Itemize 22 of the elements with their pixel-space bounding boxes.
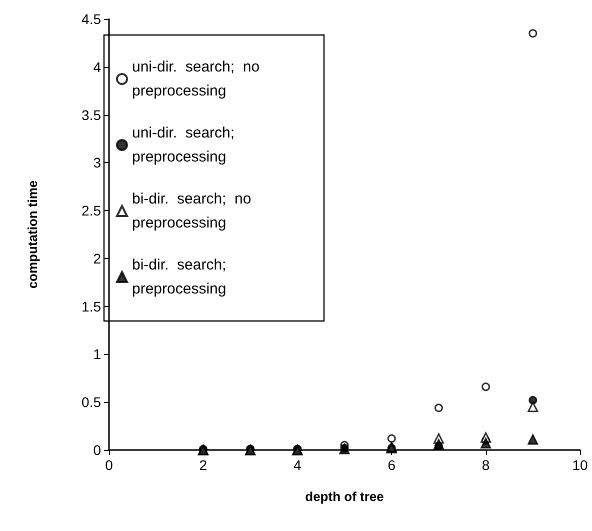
x-tick-label: 10 — [572, 457, 588, 473]
y-tick-label: 0.5 — [82, 394, 102, 410]
legend-label: uni-dir. search; preprocessing — [132, 124, 239, 166]
legend-label: bi-dir. search; preprocessing — [132, 256, 230, 298]
y-tick-label: 3.5 — [82, 106, 102, 123]
x-axis-title: depth of tree — [305, 489, 384, 504]
y-tick-label: 1.5 — [82, 298, 102, 314]
x-tick-label: 8 — [482, 457, 490, 473]
y-tick-label: 4 — [93, 58, 102, 75]
y-tick-label: 1 — [93, 346, 102, 362]
x-tick-label: 0 — [105, 457, 114, 473]
x-tick-label: 4 — [294, 457, 302, 473]
x-tick-label: 2 — [199, 457, 208, 473]
y-tick-label: 2.5 — [82, 202, 102, 219]
y-tick-label: 3 — [93, 154, 102, 171]
y-axis-title: computation time — [25, 180, 40, 289]
legend-label: uni-dir. search; no preprocessing — [132, 58, 264, 100]
x-tick-label: 6 — [388, 457, 396, 473]
y-tick-label: 0 — [93, 442, 102, 458]
y-tick-label: 2 — [93, 250, 102, 266]
y-tick-label: 4.5 — [82, 11, 102, 27]
legend-label: bi-dir. search; no preprocessing — [132, 190, 256, 232]
